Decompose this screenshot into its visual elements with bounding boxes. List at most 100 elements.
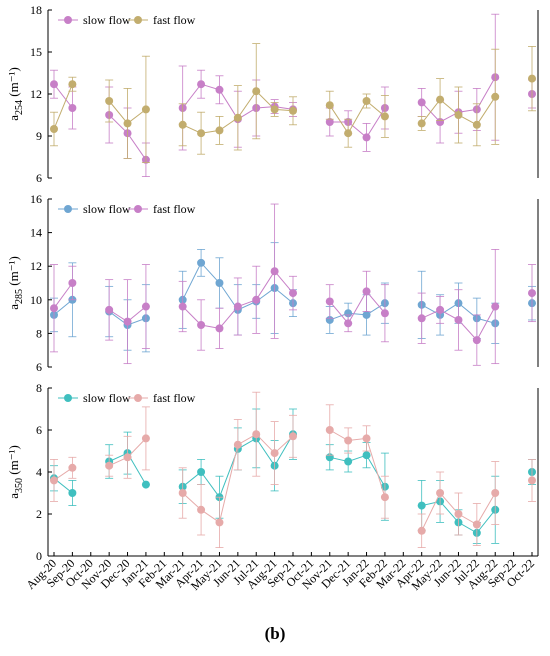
data-point [362, 287, 371, 296]
series-line [329, 100, 386, 135]
data-point [215, 518, 224, 527]
data-point [105, 461, 114, 470]
data-point [289, 289, 297, 298]
data-point [197, 129, 206, 138]
data-point [178, 489, 187, 497]
legend-label: fast flow [153, 391, 196, 405]
data-point [197, 468, 206, 476]
data-point [68, 463, 77, 472]
data-point [362, 133, 371, 142]
data-point [344, 457, 353, 466]
data-point [68, 489, 77, 497]
data-point [215, 279, 224, 287]
data-point [215, 85, 224, 94]
data-point [50, 80, 58, 89]
legend-marker [134, 16, 142, 24]
figure-caption: (b) [264, 624, 286, 643]
data-point [105, 305, 114, 314]
data-point [123, 317, 132, 326]
data-point [141, 105, 150, 114]
data-point [417, 526, 426, 535]
y-tick-label: 8 [36, 326, 42, 340]
data-point [178, 302, 187, 311]
data-point [289, 432, 297, 441]
data-point [417, 314, 426, 323]
data-point [417, 98, 426, 107]
series-line [329, 454, 386, 487]
data-point [472, 520, 481, 529]
data-point [380, 112, 389, 121]
data-point [233, 440, 242, 449]
data-point [436, 489, 445, 497]
data-point [68, 80, 77, 89]
y-tick-label: 8 [36, 381, 42, 395]
data-point [252, 295, 261, 304]
data-point [380, 493, 389, 502]
data-point [178, 120, 187, 129]
data-point [380, 309, 389, 318]
data-point [436, 95, 445, 104]
data-point [270, 449, 279, 458]
y-axis-label: a254 (m⁻¹) [6, 67, 25, 121]
chart: 6 9 12 15 18 a254 (m⁻¹) slow flow fast flow 6 8 10… [6, 3, 539, 593]
y-tick-label: 12 [30, 259, 42, 273]
y-tick-label: 2 [36, 507, 42, 521]
y-axis-label: a285 (m⁻¹) [6, 256, 25, 310]
data-point [270, 105, 279, 114]
data-point [233, 302, 242, 311]
data-point [123, 453, 132, 462]
data-point [141, 434, 150, 443]
data-point [50, 125, 58, 133]
data-point [436, 118, 445, 126]
series-line [329, 302, 386, 321]
data-point [417, 119, 426, 128]
y-tick-label: 6 [36, 423, 42, 437]
legend-label: fast flow [153, 202, 196, 216]
data-point [252, 430, 261, 439]
series-line [329, 107, 386, 139]
data-point [362, 97, 371, 105]
data-point [141, 480, 150, 489]
data-point [472, 336, 481, 345]
y-tick-label: 6 [36, 360, 42, 374]
y-tick-label: 0 [36, 549, 42, 563]
data-point [344, 319, 353, 328]
data-point [68, 279, 77, 287]
series-line [53, 282, 73, 309]
data-point [50, 304, 58, 313]
data-point [436, 305, 445, 314]
data-point [252, 87, 261, 96]
data-point [270, 267, 279, 276]
data-point [233, 113, 242, 122]
y-tick-label: 10 [30, 293, 42, 307]
y-tick-label: 6 [36, 171, 42, 185]
data-point [123, 119, 132, 128]
data-point [325, 118, 334, 126]
series-line [53, 84, 73, 130]
data-point [197, 80, 206, 89]
y-tick-label: 12 [30, 87, 42, 101]
y-tick-label: 16 [30, 192, 42, 206]
data-point [325, 297, 334, 306]
data-point [472, 120, 481, 129]
legend-label: slow flow [83, 13, 131, 27]
y-axis-label: a350 (m⁻¹) [6, 445, 25, 499]
data-point [197, 321, 206, 329]
data-point [50, 476, 58, 485]
series-line [53, 83, 73, 109]
data-point [344, 129, 353, 138]
legend-marker [134, 205, 142, 213]
legend-marker [64, 16, 72, 24]
y-tick-label: 9 [36, 129, 42, 143]
data-point [528, 74, 536, 83]
data-point [325, 101, 334, 110]
legend-label: slow flow [83, 391, 131, 405]
legend-marker [134, 394, 142, 402]
y-tick-label: 14 [30, 226, 42, 240]
data-point [491, 302, 500, 311]
data-point [68, 104, 77, 112]
data-point [417, 501, 426, 510]
data-point [344, 436, 353, 445]
legend-label: fast flow [153, 13, 196, 27]
data-point [491, 92, 500, 101]
